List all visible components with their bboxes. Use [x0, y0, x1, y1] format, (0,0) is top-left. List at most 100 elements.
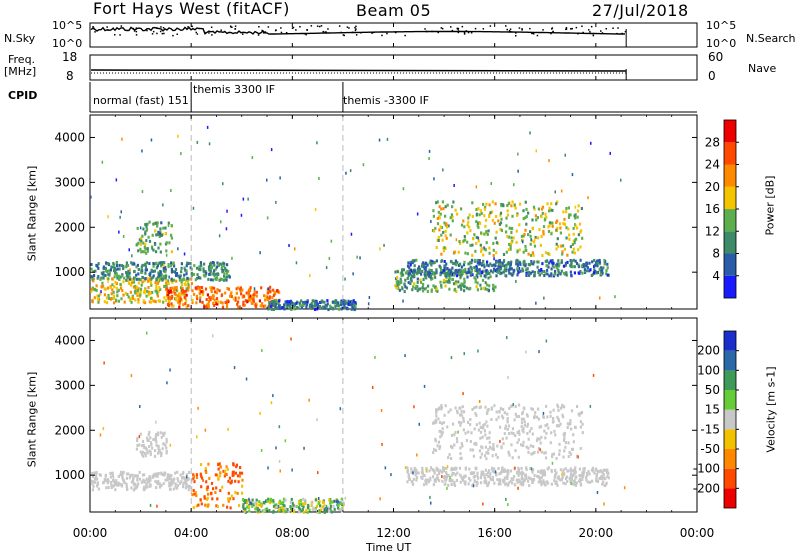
power-cell	[465, 286, 468, 290]
velocity-cell	[205, 497, 209, 501]
velocity-cell	[505, 469, 508, 473]
power-cell	[225, 275, 229, 279]
velocity-cell	[157, 479, 160, 483]
velocity-cell	[205, 471, 208, 474]
power-cell	[181, 288, 184, 292]
power-noise	[386, 137, 389, 141]
power-cell	[314, 308, 317, 311]
power-cell	[234, 298, 237, 302]
velocity-cell	[289, 505, 292, 509]
velocity-cell	[532, 445, 535, 448]
power-cell	[541, 211, 544, 215]
velocity-cell	[482, 472, 485, 476]
power-cell	[488, 246, 491, 250]
velocity-cell	[595, 476, 598, 480]
velocity-cell	[565, 475, 568, 479]
velocity-cell	[485, 420, 488, 424]
velocity-cell	[287, 510, 290, 513]
power-cell	[135, 285, 139, 289]
velocity-noise	[570, 482, 572, 485]
velocity-cell	[99, 473, 102, 477]
velocity-cell	[148, 430, 151, 434]
power-cell	[170, 267, 173, 271]
nave-tick-top: 60	[708, 50, 724, 64]
power-cell	[190, 282, 193, 286]
power-cell	[529, 234, 532, 238]
power-cell	[413, 264, 416, 268]
nsky-dot	[135, 30, 138, 33]
power-noise	[428, 157, 430, 160]
power-cell	[525, 207, 528, 211]
velocity-cell	[514, 412, 517, 416]
velocity-cell	[200, 502, 203, 506]
power-cell	[403, 282, 406, 286]
velocity-cell	[556, 483, 559, 487]
velocity-cell	[435, 411, 438, 415]
velocity-cell	[572, 472, 576, 476]
power-noise	[517, 169, 519, 173]
power-noise	[266, 178, 268, 182]
power-cell	[522, 263, 525, 267]
velocity-cell	[507, 469, 510, 472]
velocity-cell	[450, 473, 453, 477]
power-cell	[440, 226, 444, 229]
power-cell	[249, 294, 252, 298]
power-cell	[453, 261, 456, 265]
power-cell	[189, 261, 192, 265]
power-cell	[452, 200, 455, 204]
velocity-cell	[328, 498, 331, 502]
power-cell	[525, 215, 528, 218]
velocity-cell	[495, 410, 498, 414]
velocity-cell	[338, 507, 342, 511]
nsky-dot	[204, 31, 206, 34]
power-cell	[260, 304, 264, 308]
power-cell	[221, 269, 224, 273]
velocity-cell	[460, 475, 463, 479]
power-cell	[471, 215, 474, 218]
power-cell	[428, 274, 431, 278]
velocity-cell	[552, 408, 555, 412]
power-cell	[459, 268, 462, 272]
power-cell	[343, 306, 346, 310]
power-cell	[283, 303, 286, 307]
power-cell	[170, 304, 174, 308]
velocity-cell	[169, 483, 172, 487]
velocity-cell	[521, 410, 525, 414]
power-cell	[530, 262, 533, 266]
power-cell	[493, 285, 497, 289]
velocity-cell	[127, 472, 130, 476]
nsky-dot	[425, 30, 428, 33]
velocity-cell	[468, 476, 471, 480]
velocity-cell	[138, 443, 141, 447]
power-cell	[346, 307, 349, 311]
power-cell	[505, 216, 508, 220]
power-cell	[474, 258, 477, 262]
velocity-cell	[194, 491, 198, 494]
velocity-cell	[278, 499, 282, 503]
power-cell	[347, 303, 350, 306]
power-cell	[246, 300, 249, 304]
velocity-cell	[532, 468, 535, 472]
velocity-cell	[142, 488, 146, 492]
power-cell	[430, 263, 433, 267]
velocity-cell	[437, 417, 440, 421]
xtick-label: 00:00	[680, 526, 715, 540]
velocity-cell	[436, 477, 439, 480]
power-cell	[567, 215, 571, 219]
velocity-noise	[196, 435, 198, 439]
velocity-cell	[445, 477, 448, 480]
velocity-cell	[606, 469, 609, 473]
nsky-dot	[616, 32, 618, 35]
power-cell	[527, 252, 530, 256]
power-cell	[118, 267, 121, 271]
power-cell	[167, 296, 170, 300]
power-cell	[205, 271, 208, 275]
power-cell	[551, 264, 554, 268]
velocity-cell	[499, 407, 502, 411]
power-cell	[595, 261, 598, 265]
power-cell	[463, 225, 466, 229]
power-noise	[530, 238, 532, 242]
power-cell	[457, 272, 460, 275]
power-cell	[113, 271, 117, 275]
velocity-cbar-label: Velocity [m s-1]	[764, 366, 778, 453]
